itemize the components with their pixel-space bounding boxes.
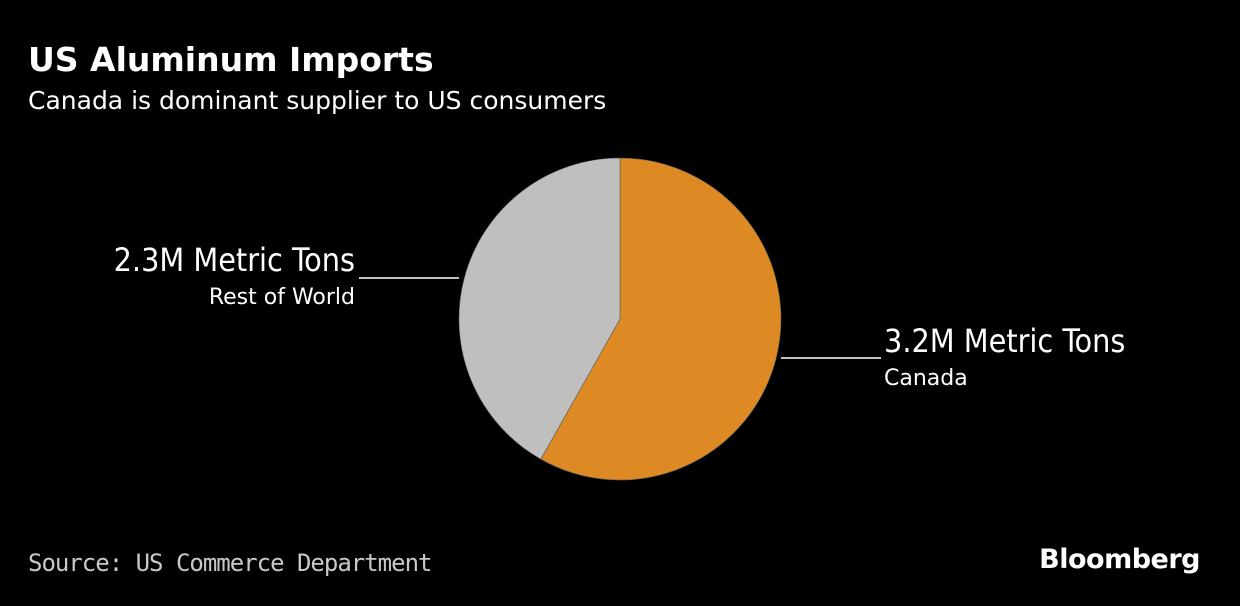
source-note: Source: US Commerce Department <box>28 549 432 577</box>
bloomberg-logo: Bloomberg <box>1039 544 1200 575</box>
category-label-rest-of-world: Rest of World <box>209 285 355 310</box>
pie-slice-canada <box>540 157 782 481</box>
category-label-canada: Canada <box>884 366 968 391</box>
chart-title: US Aluminum Imports <box>28 40 434 79</box>
pie-slice-rest-of-world <box>458 157 621 460</box>
value-label-canada: 3.2M Metric Tons <box>884 322 1125 360</box>
value-label-rest-of-world: 2.3M Metric Tons <box>114 241 355 279</box>
pie-slices <box>458 157 782 481</box>
chart-subtitle: Canada is dominant supplier to US consum… <box>28 86 607 115</box>
